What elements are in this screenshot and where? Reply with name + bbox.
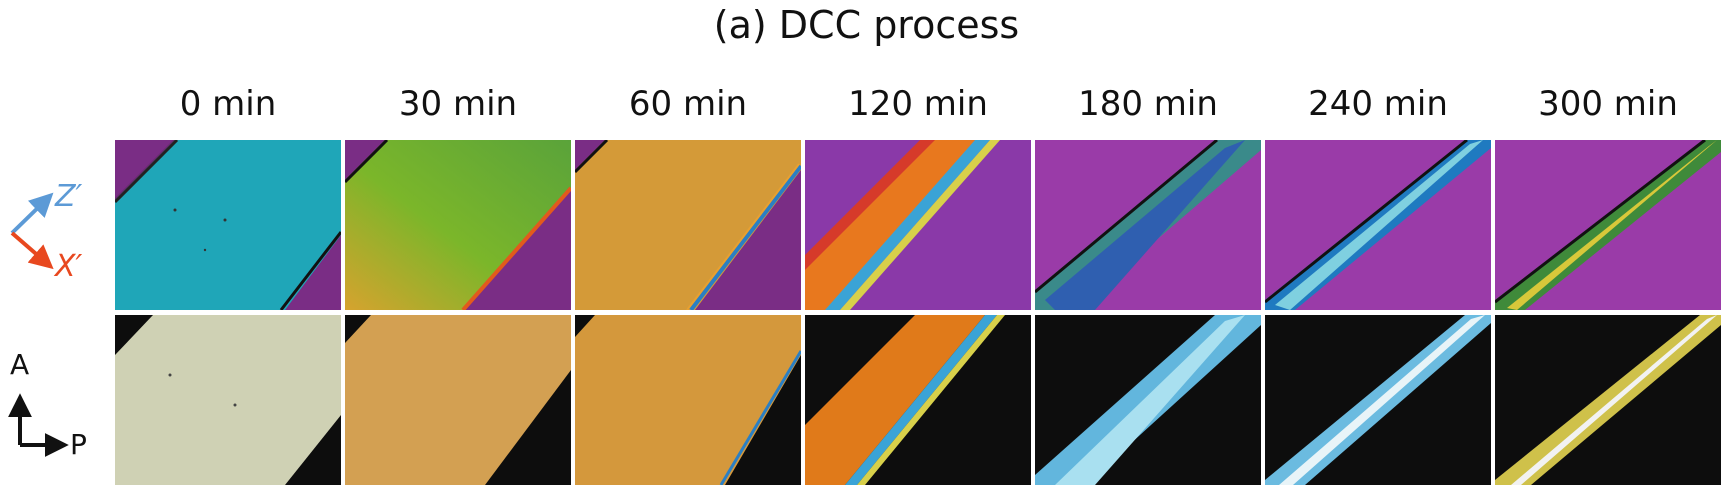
micrograph-top-120min xyxy=(805,140,1031,310)
z-axis-label: Z′ xyxy=(55,179,83,214)
column-label-300: 300 min xyxy=(1538,84,1678,124)
polarizer-label: P xyxy=(70,428,87,461)
micrograph-bottom-300min xyxy=(1495,315,1721,485)
micrograph-bottom-60min xyxy=(575,315,801,485)
z-arrow xyxy=(10,192,54,235)
column-label-180: 180 min xyxy=(1078,84,1218,124)
micrograph-bottom-240min xyxy=(1265,315,1491,485)
micrograph-top-240min xyxy=(1265,140,1491,310)
column-label-30: 30 min xyxy=(398,84,518,124)
x-arrow xyxy=(10,231,54,270)
column-label-60: 60 min xyxy=(628,84,748,124)
micrograph-top-60min xyxy=(575,140,801,310)
micrograph-top-300min xyxy=(1495,140,1721,310)
column-label-240: 240 min xyxy=(1308,84,1448,124)
x-axis-label: X′ xyxy=(55,249,83,284)
column-label-0: 0 min xyxy=(179,84,277,124)
column-label-120: 120 min xyxy=(848,84,988,124)
micrograph-bottom-0min xyxy=(115,315,341,485)
micrograph-top-180min xyxy=(1035,140,1261,310)
figure-title: (a) DCC process xyxy=(713,3,1020,47)
micrograph-bottom-120min xyxy=(805,315,1031,485)
axes-arrows xyxy=(7,192,69,457)
micrograph-bottom-30min xyxy=(345,315,571,485)
analyzer-label: A xyxy=(10,348,30,381)
micrograph-top-0min xyxy=(115,140,341,310)
micrograph-top-30min xyxy=(345,140,571,310)
micrograph-bottom-180min xyxy=(1035,315,1261,485)
